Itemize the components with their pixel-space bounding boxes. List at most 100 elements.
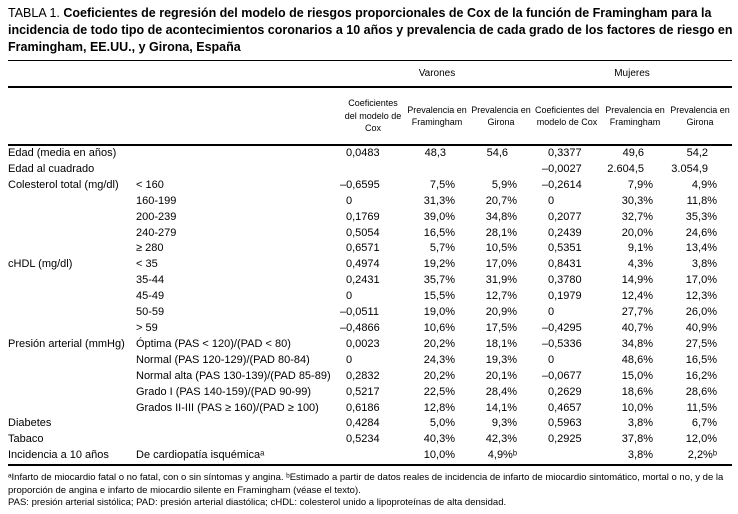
coef-varones-cell: 0,0023 (346, 337, 380, 350)
coef-mujeres-cell: 0,2629 (548, 385, 582, 398)
coef-mujeres-cell (532, 448, 602, 465)
column-header-row: Coeficientes del modelo de Cox Prevalenc… (8, 87, 732, 146)
coef-mujeres-cell: 0,2077 (548, 210, 582, 223)
prev-framingham-varones-cell: 19,2% (423, 258, 455, 271)
prev-girona-varones-cell: 42,3% (485, 433, 517, 446)
column-header-prev-girona-mujeres: Prevalencia en Girona (668, 87, 732, 146)
factor-cell (8, 401, 136, 417)
grade-cell: < 160 (136, 178, 164, 191)
prev-framingham-mujeres-cell: 3,8% (627, 417, 653, 430)
factor-cell: Tabaco (8, 433, 44, 446)
table-row: 45-49 0 15,5% 12,7% 0,1979 12,4% 12,3% (8, 289, 732, 305)
coef-mujeres-cell: 0 (548, 194, 555, 207)
prev-girona-mujeres-cell: 16,2% (685, 369, 717, 382)
prev-framingham-varones-cell: 7,5% (429, 178, 455, 191)
group-header-row: Varones Mujeres (8, 60, 732, 88)
table-body: Edad (media en años) 0,0483 48,3 54,6 0,… (8, 145, 732, 465)
factor-cell: Diabetes (8, 417, 52, 430)
coef-varones-cell: 0,4974 (346, 258, 380, 271)
prev-framingham-mujeres-cell: 15,0% (621, 369, 653, 382)
coef-varones-cell: 0 (346, 353, 353, 366)
table-row: 50-59 –0,0511 19,0% 20,9% 0 27,7% 26,0% (8, 305, 732, 321)
prev-framingham-mujeres-cell: 18,6% (621, 385, 653, 398)
prev-framingham-varones-cell: 31,3% (423, 194, 455, 207)
table-row: 160-199 0 31,3% 20,7% 0 30,3% 11,8% (8, 194, 732, 210)
prev-framingham-varones-cell: 20,2% (423, 369, 455, 382)
regression-coefficients-table: Varones Mujeres Coeficientes del modelo … (8, 60, 732, 467)
prev-girona-varones-cell: 20,1% (485, 369, 517, 382)
prev-girona-mujeres-cell: 12,3% (685, 290, 717, 303)
prev-framingham-varones-cell: 12,8% (423, 401, 455, 414)
prev-girona-mujeres-cell: 2,2%ᵇ (687, 449, 717, 462)
prev-framingham-varones-cell: 16,5% (423, 226, 455, 239)
prev-girona-varones-cell: 20,7% (485, 194, 517, 207)
prev-framingham-mujeres-cell: 49,6 (622, 147, 644, 159)
table-row: 35-44 0,2431 35,7% 31,9% 0,3780 14,9% 17… (8, 273, 732, 289)
coef-varones-cell (342, 448, 404, 465)
column-header-coef-varones: Coeficientes del modelo de Cox (342, 87, 404, 146)
prev-framingham-varones-cell: 15,5% (423, 290, 455, 303)
grade-cell: 240-279 (136, 226, 177, 239)
prev-framingham-varones-cell: 5,0% (429, 417, 455, 430)
factor-cell (8, 385, 136, 401)
table-title: TABLA 1. Coeficientes de regresión del m… (8, 5, 734, 56)
prev-framingham-mujeres-cell: 12,4% (621, 290, 653, 303)
prev-framingham-mujeres-cell: 40,7% (621, 321, 653, 334)
table-row: Grados II-III (PAS ≥ 160)/(PAD ≥ 100) 0,… (8, 401, 732, 417)
prev-girona-mujeres-cell: 3.054,9 (671, 162, 708, 175)
coef-mujeres-cell: 0,1979 (548, 290, 582, 303)
prev-framingham-varones-cell: 24,3% (423, 353, 455, 366)
factor-cell (8, 210, 136, 226)
prev-girona-varones-cell: 34,8% (485, 210, 517, 223)
prev-girona-varones-cell (470, 162, 532, 178)
prev-girona-mujeres-cell: 17,0% (685, 274, 717, 287)
coef-varones-cell: 0,2832 (346, 369, 380, 382)
coef-mujeres-cell: –0,0677 (542, 369, 582, 382)
column-header-coef-mujeres: Coeficientes del modelo de Cox (532, 87, 602, 146)
grade-cell: ≥ 280 (136, 242, 164, 255)
factor-cell (8, 369, 136, 385)
coef-varones-cell: 0,6186 (346, 401, 380, 414)
prev-framingham-varones-cell: 20,2% (423, 337, 455, 350)
coef-varones-cell: –0,4866 (340, 321, 380, 334)
table-row: Incidencia a 10 años De cardiopatía isqu… (8, 448, 732, 465)
column-header-prev-girona-varones: Prevalencia en Girona (470, 87, 532, 146)
table-title-text: Coeficientes de regresión del modelo de … (8, 6, 733, 54)
coef-varones-cell: 0,5217 (346, 385, 380, 398)
factor-cell: Edad (media en años) (8, 147, 117, 159)
factor-cell (8, 289, 136, 305)
grade-cell: Normal alta (PAS 130-139)/(PAD 85-89) (136, 369, 331, 382)
coef-mujeres-cell: 0,5351 (548, 242, 582, 255)
coef-mujeres-cell: 0,2439 (548, 226, 582, 239)
prev-framingham-mujeres-cell: 30,3% (621, 194, 653, 207)
prev-framingham-mujeres-cell: 7,9% (627, 178, 653, 191)
footnote-definitions: ᵃInfarto de miocardio fatal o no fatal, … (8, 472, 724, 496)
column-header-prev-framingham-varones: Prevalencia en Framingham (404, 87, 470, 146)
column-header-prev-framingham-mujeres: Prevalencia en Framingham (602, 87, 668, 146)
table-row: Presión arterial (mmHg) Óptima (PAS < 12… (8, 337, 732, 353)
prev-girona-varones-cell: 20,9% (485, 306, 517, 319)
table-row: > 59 –0,4866 10,6% 17,5% –0,4295 40,7% 4… (8, 321, 732, 337)
grade-cell: < 35 (136, 258, 158, 271)
coef-varones-cell: 0,6571 (346, 242, 380, 255)
coef-varones-cell: 0,5054 (346, 226, 380, 239)
prev-framingham-mujeres-cell: 27,7% (621, 306, 653, 319)
factor-cell (8, 273, 136, 289)
prev-framingham-mujeres-cell: 14,9% (621, 274, 653, 287)
prev-framingham-mujeres-cell: 37,8% (621, 433, 653, 446)
coef-mujeres-cell: –0,4295 (542, 321, 582, 334)
factor-cell (8, 226, 136, 242)
prev-girona-mujeres-cell: 35,3% (685, 210, 717, 223)
prev-framingham-varones-cell: 19,0% (423, 306, 455, 319)
prev-girona-mujeres-cell: 16,5% (685, 353, 717, 366)
prev-framingham-varones-cell: 10,0% (423, 449, 455, 462)
prev-girona-varones-cell: 10,5% (485, 242, 517, 255)
coef-varones-cell: –0,6595 (340, 178, 380, 191)
prev-girona-mujeres-cell: 11,8% (686, 194, 717, 207)
prev-girona-mujeres-cell: 4,9% (691, 178, 717, 191)
grade-cell: De cardiopatía isquémicaᵃ (136, 449, 265, 462)
group-header-mujeres: Mujeres (532, 60, 732, 88)
prev-girona-mujeres-cell: 13,4% (685, 242, 717, 255)
grade-cell: 200-239 (136, 210, 177, 223)
